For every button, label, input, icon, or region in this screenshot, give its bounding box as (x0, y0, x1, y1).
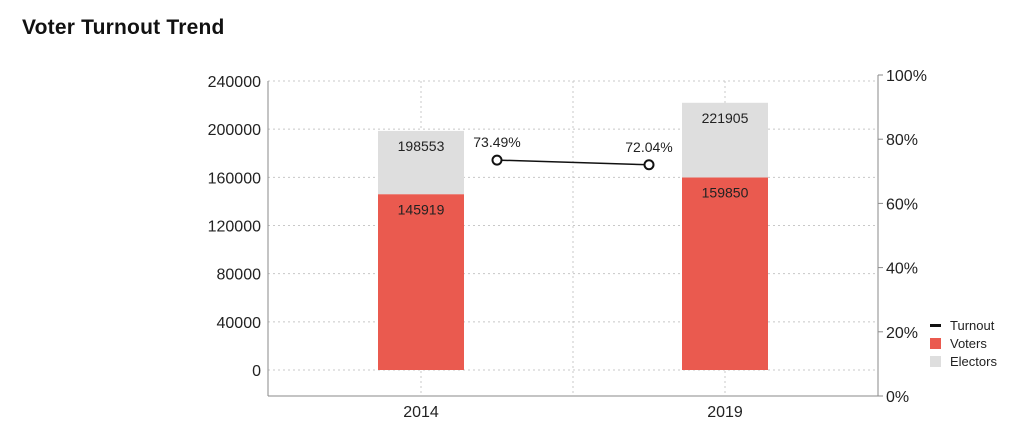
legend-label-voters: Voters (950, 335, 987, 351)
y2-tick-label: 100% (886, 68, 927, 85)
y-tick-label: 200000 (208, 122, 261, 139)
legend-label-turnout: Turnout (950, 317, 995, 333)
y-tick-label: 160000 (208, 170, 261, 187)
bar-label-electors: 221905 (702, 110, 749, 126)
bar-label-voters: 145919 (398, 201, 445, 217)
y-tick-label: 0 (252, 363, 261, 380)
turnout-label: 73.49% (473, 134, 520, 150)
y2-tick-label: 0% (886, 389, 909, 406)
legend-swatch-turnout (930, 323, 941, 327)
turnout-label: 72.04% (625, 139, 672, 155)
legend-swatch-voters (930, 337, 941, 349)
bar-electors (682, 102, 768, 178)
y-tick-label: 120000 (208, 219, 261, 236)
y2-tick-label: 20% (886, 325, 918, 342)
bar-label-voters: 159850 (702, 185, 749, 201)
y-tick-label: 40000 (217, 315, 262, 332)
bar-label-electors: 198553 (398, 138, 445, 154)
bar-voters (378, 194, 464, 370)
chart-title: Voter Turnout Trend (22, 16, 225, 39)
turnout-line (496, 159, 650, 166)
legend-swatch-electors (930, 355, 941, 367)
legend-item-voters: Voters (930, 334, 997, 352)
turnout-point (491, 154, 503, 166)
x-tick-label: 2014 (403, 404, 439, 421)
turnout-point (643, 159, 655, 171)
x-tick-label: 2019 (707, 404, 743, 421)
y2-tick-label: 40% (886, 261, 918, 278)
y2-tick-label: 60% (886, 196, 918, 213)
bar-electors (378, 130, 464, 195)
legend-item-electors: Electors (930, 352, 997, 370)
bar-voters (682, 177, 768, 370)
y-tick-label: 240000 (208, 74, 261, 91)
legend: Turnout Voters Electors (930, 316, 997, 370)
y2-tick-label: 80% (886, 132, 918, 149)
legend-item-turnout: Turnout (930, 316, 997, 334)
legend-label-electors: Electors (950, 353, 997, 369)
y-tick-label: 80000 (217, 267, 262, 284)
